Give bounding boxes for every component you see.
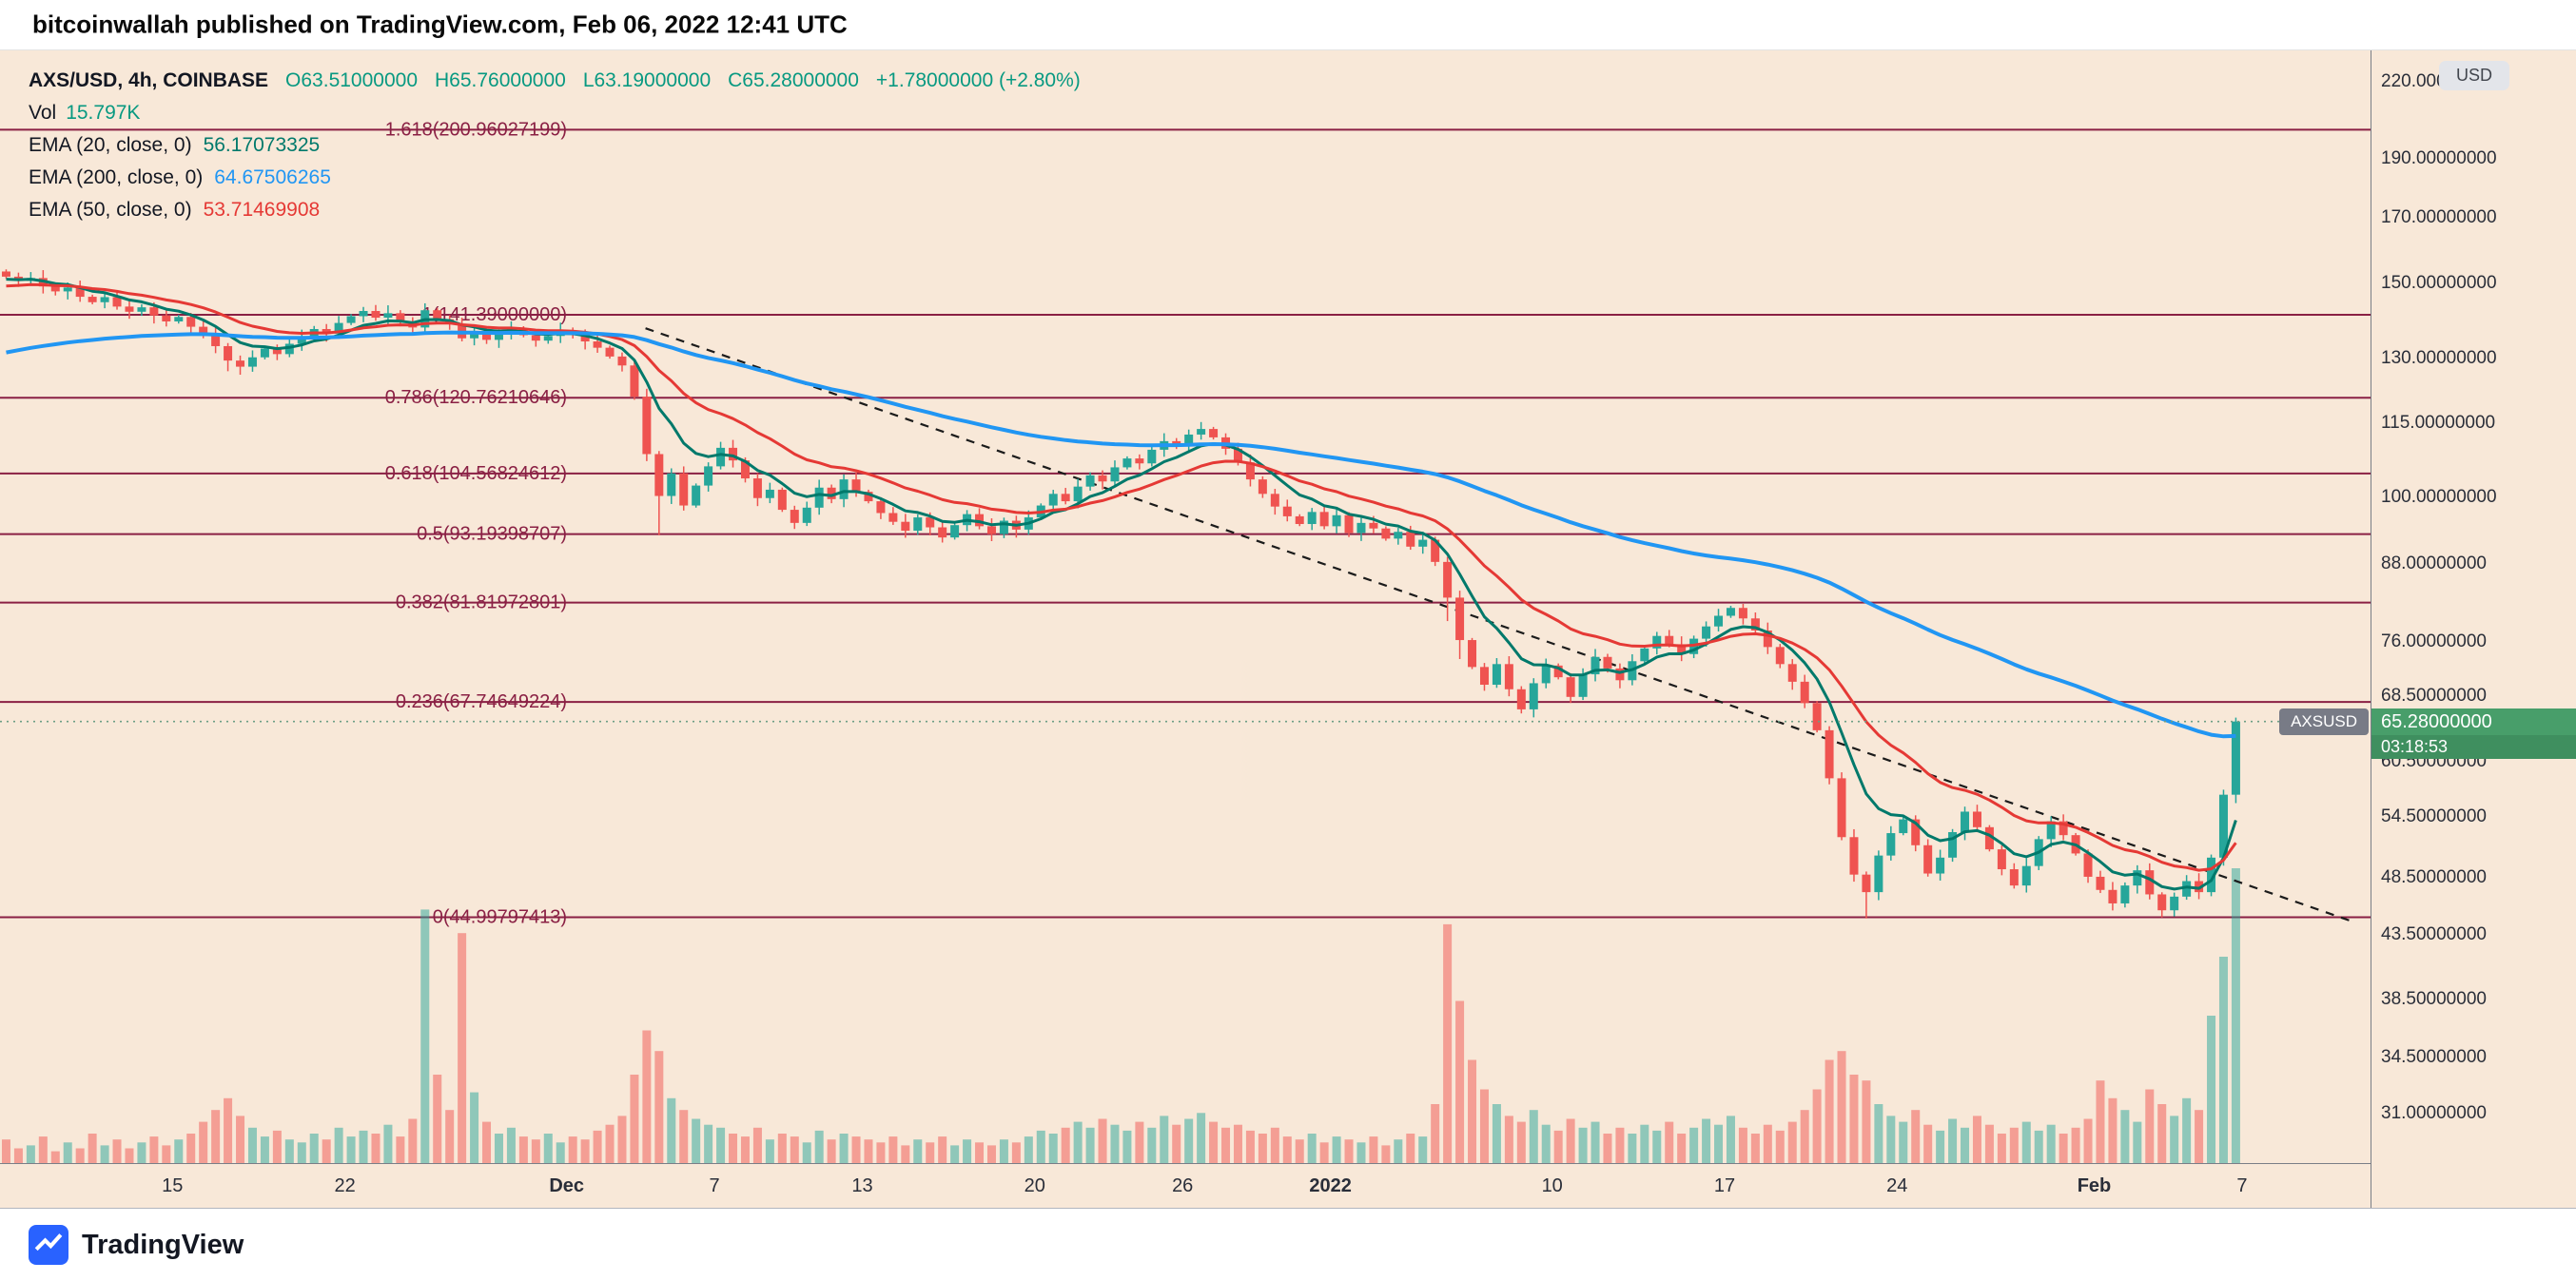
fib-retracement-lines bbox=[0, 128, 2371, 919]
price-tick-label: 76.00000000 bbox=[2381, 631, 2487, 651]
currency-toggle[interactable]: USD bbox=[2438, 61, 2510, 90]
attribution-text: bitcoinwallah published on TradingView.c… bbox=[32, 10, 848, 39]
svg-text:0.5(93.19398707): 0.5(93.19398707) bbox=[417, 524, 567, 545]
legend-volume-row[interactable]: Vol 15.797K bbox=[29, 97, 1081, 129]
legend: AXS/USD, 4h, COINBASE O63.51000000 H65.7… bbox=[29, 65, 1081, 226]
ema-label: EMA (50, close, 0) bbox=[29, 199, 192, 221]
legend-ema-row[interactable]: EMA (50, close, 0) 53.71469908 bbox=[29, 194, 1081, 226]
descending-trendline bbox=[645, 327, 2352, 922]
price-tick-label: 54.50000000 bbox=[2381, 805, 2487, 826]
price-tick-label: 170.00000000 bbox=[2381, 206, 2497, 227]
last-price-badge: 65.28000000 03:18:53 bbox=[2371, 708, 2576, 759]
legend-ema-row[interactable]: EMA (200, close, 0) 64.67506265 bbox=[29, 162, 1081, 194]
candle-countdown: 03:18:53 bbox=[2371, 734, 2576, 759]
ema-value: 64.67506265 bbox=[214, 166, 331, 188]
volume-label: Vol bbox=[29, 102, 57, 124]
candlesticks bbox=[1, 269, 2240, 919]
legend-symbol-row[interactable]: AXS/USD, 4h, COINBASE O63.51000000 H65.7… bbox=[29, 65, 1081, 97]
price-axis[interactable]: USD 220.00000000190.00000000170.00000000… bbox=[2371, 49, 2576, 1208]
svg-text:0(44.99797413): 0(44.99797413) bbox=[433, 907, 567, 928]
price-tick-label: 68.50000000 bbox=[2381, 686, 2487, 706]
svg-text:1.618(200.96027199): 1.618(200.96027199) bbox=[385, 119, 567, 140]
time-tick-label: 20 bbox=[1024, 1175, 1045, 1196]
time-tick-label: Feb bbox=[2077, 1175, 2112, 1196]
price-tick-label: 130.00000000 bbox=[2381, 348, 2497, 369]
ema-50-line bbox=[6, 282, 2237, 872]
time-tick-label: 26 bbox=[1172, 1175, 1194, 1196]
attribution-bar: bitcoinwallah published on TradingView.c… bbox=[0, 0, 2576, 50]
price-tick-label: 43.50000000 bbox=[2381, 924, 2487, 945]
price-tick-label: 34.50000000 bbox=[2381, 1046, 2487, 1067]
volume-value: 15.797K bbox=[66, 102, 141, 124]
ema-value: 56.17073325 bbox=[203, 134, 321, 156]
time-tick-label: 7 bbox=[709, 1175, 720, 1196]
time-tick-label: 7 bbox=[2236, 1175, 2248, 1196]
symbol-title: AXS/USD, 4h, COINBASE bbox=[29, 69, 269, 91]
high-value: H65.76000000 bbox=[435, 69, 566, 91]
ema-label: EMA (20, close, 0) bbox=[29, 134, 192, 156]
price-tick-label: 150.00000000 bbox=[2381, 273, 2497, 294]
time-tick-label: 2022 bbox=[1309, 1175, 1352, 1196]
ema-value: 53.71469908 bbox=[203, 199, 321, 221]
ema-lines bbox=[6, 278, 2237, 891]
low-value: L63.19000000 bbox=[582, 69, 712, 91]
time-tick-label: 24 bbox=[1886, 1175, 1908, 1196]
price-tick-label: 31.00000000 bbox=[2381, 1102, 2487, 1123]
tradingview-logo-icon[interactable] bbox=[29, 1225, 68, 1265]
volume-bars bbox=[1, 868, 2240, 1163]
time-tick-label: 15 bbox=[162, 1175, 184, 1196]
change-value: +1.78000000 (+2.80%) bbox=[875, 69, 1081, 91]
time-axis[interactable]: 15 22 Dec 7 13 20 26 2022 10 17 24 Feb 7 bbox=[0, 1163, 2371, 1209]
svg-text:0.382(81.81972801): 0.382(81.81972801) bbox=[396, 592, 567, 613]
time-tick-label: 17 bbox=[1713, 1175, 1736, 1196]
svg-text:0.236(67.74649224): 0.236(67.74649224) bbox=[396, 691, 567, 712]
legend-ema-rows: EMA (20, close, 0) 56.17073325 EMA (200, c… bbox=[29, 129, 1081, 226]
open-value: O63.51000000 bbox=[285, 69, 419, 91]
close-value: C65.28000000 bbox=[728, 69, 859, 91]
tradingview-wordmark[interactable]: TradingView bbox=[82, 1229, 244, 1260]
time-tick-label: 10 bbox=[1541, 1175, 1563, 1196]
time-tick-label: Dec bbox=[549, 1175, 585, 1196]
svg-text:0.618(104.56824612): 0.618(104.56824612) bbox=[385, 463, 567, 484]
price-tick-label: 100.00000000 bbox=[2381, 486, 2497, 507]
ema-200-line bbox=[6, 330, 2236, 739]
price-tick-label: 88.00000000 bbox=[2381, 553, 2487, 574]
svg-text:1(141.39000000): 1(141.39000000) bbox=[422, 304, 567, 325]
last-price-value: 65.28000000 bbox=[2371, 708, 2576, 735]
legend-ema-row[interactable]: EMA (20, close, 0) 56.17073325 bbox=[29, 129, 1081, 162]
footer-bar: TradingView bbox=[0, 1208, 2576, 1281]
time-tick-label: 22 bbox=[334, 1175, 356, 1196]
price-tick-label: 115.00000000 bbox=[2381, 413, 2496, 434]
symbol-price-tag: AXSUSD bbox=[2279, 708, 2369, 735]
ema-label: EMA (200, close, 0) bbox=[29, 166, 204, 188]
price-tick-label: 190.00000000 bbox=[2381, 148, 2497, 169]
fib-level-labels: 1.618(200.96027199) 1(141.39000000) 0.786(… bbox=[385, 119, 567, 927]
price-tick-label: 38.50000000 bbox=[2381, 988, 2487, 1009]
time-tick-label: 13 bbox=[851, 1175, 873, 1196]
price-tick-label: 48.50000000 bbox=[2381, 867, 2487, 888]
svg-text:0.786(120.76210646): 0.786(120.76210646) bbox=[385, 387, 567, 408]
ema-20-line bbox=[6, 278, 2237, 891]
chart-area: 1.618(200.96027199) 1(141.39000000) 0.786(… bbox=[0, 49, 2576, 1208]
price-chart[interactable]: 1.618(200.96027199) 1(141.39000000) 0.786(… bbox=[0, 49, 2371, 1163]
